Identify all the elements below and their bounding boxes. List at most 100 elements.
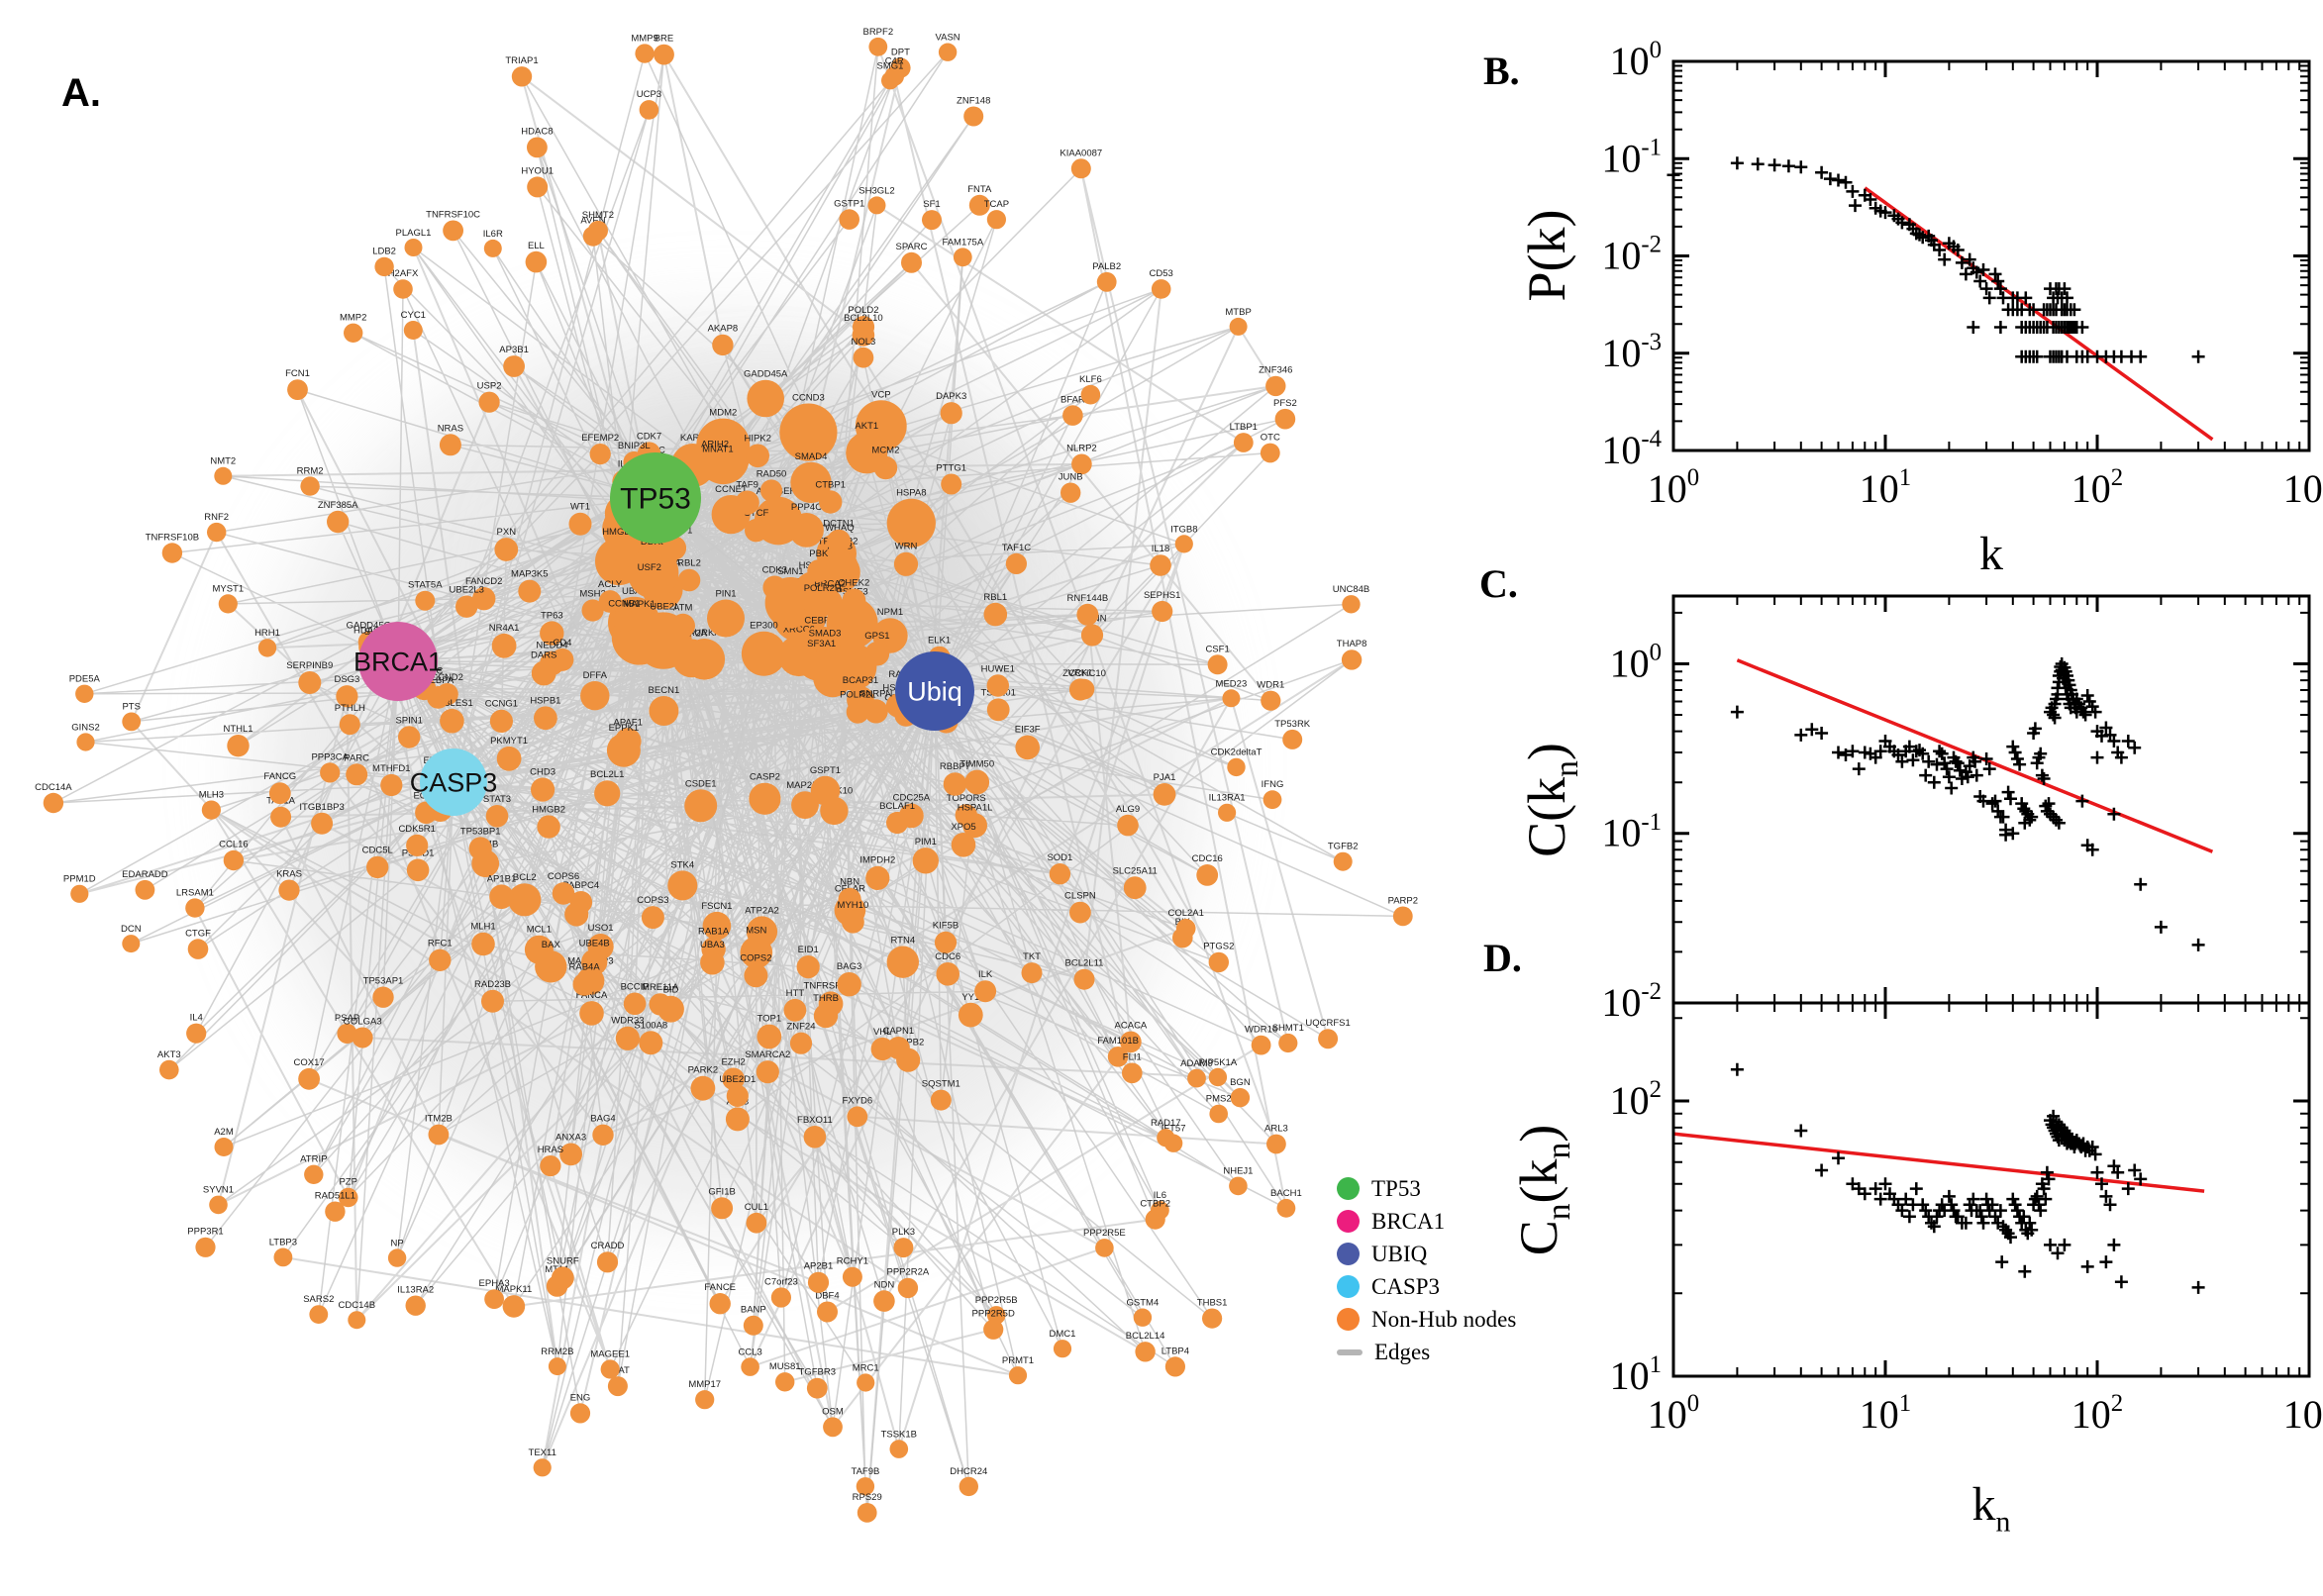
- network-node: [986, 674, 1009, 697]
- x-tick-label: 101: [1860, 1390, 1911, 1437]
- network-node-label: BRPF2: [862, 27, 893, 38]
- network-node: [1266, 1134, 1286, 1154]
- network-node: [842, 1266, 862, 1287]
- network-node-label: SEPHS1: [1144, 590, 1181, 601]
- legend-item-brca1: BRCA1: [1337, 1205, 1516, 1238]
- network-node-label: HRAS: [538, 1145, 563, 1155]
- network-node: [1123, 876, 1147, 900]
- network-node-label: MRE11A: [642, 982, 679, 993]
- network-node-label: CABLES1: [431, 698, 473, 709]
- network-node-label: ELL: [528, 241, 545, 251]
- network-node-label: BCL2L10: [844, 313, 883, 324]
- network-node: [1145, 1209, 1165, 1230]
- network-node-label: FANCE: [704, 1282, 736, 1293]
- network-node: [159, 1059, 179, 1080]
- network-node-label: PPP3CA: [311, 751, 349, 762]
- network-node-label: EZH2: [721, 1057, 745, 1068]
- network-node-label: FANCA: [576, 990, 608, 1001]
- edge-marker: [1337, 1348, 1363, 1355]
- network-node: [983, 602, 1008, 627]
- network-node: [218, 594, 238, 614]
- network-node: [338, 1187, 358, 1208]
- network-node-label: TNFRSF10D: [804, 980, 858, 991]
- network-node: [398, 726, 421, 748]
- legend-item-casp3: CASP3: [1337, 1270, 1516, 1303]
- y-axis-label: P(k): [1517, 210, 1576, 302]
- network-node: [471, 932, 495, 956]
- network-node-label: MAGEE1: [590, 1348, 630, 1359]
- network-node-label: NPM1: [877, 607, 903, 618]
- network-node: [552, 882, 575, 905]
- network-node-label: AP2B1: [804, 1261, 834, 1272]
- network-node: [372, 986, 394, 1008]
- network-node: [741, 631, 786, 676]
- network-node-label: TP53BP1: [460, 826, 501, 837]
- network-node-label: PPP2R5D: [972, 1309, 1015, 1320]
- network-node-label: EP300: [750, 621, 778, 632]
- network-node: [309, 1305, 329, 1324]
- network-node-label: FLI1: [1123, 1052, 1142, 1063]
- network-node: [483, 239, 502, 257]
- network-node: [327, 510, 350, 534]
- network-node: [817, 1301, 838, 1323]
- network-node-label: ATRIP: [300, 1154, 327, 1165]
- network-node-label: NRAS: [438, 423, 463, 434]
- x-axis-label: k: [1979, 528, 2003, 580]
- network-node-label: SMAD3: [809, 629, 842, 640]
- network-node: [725, 1107, 750, 1132]
- network-node: [756, 1060, 779, 1084]
- network-node: [901, 251, 922, 273]
- network-node-label: FSCN1: [701, 901, 732, 912]
- network-node: [775, 1372, 795, 1392]
- network-node-label: COPS2: [740, 952, 771, 963]
- network-node: [607, 1376, 628, 1397]
- network-node: [551, 1266, 574, 1290]
- network-edge-chords: [78, 46, 1353, 1513]
- network-node-label: DAPK3: [936, 391, 966, 402]
- network-node-label: DPT: [891, 47, 910, 57]
- network-node-label: FNTA: [967, 184, 992, 195]
- network-node: [707, 599, 745, 638]
- network-node-label: DHCR24: [950, 1466, 987, 1477]
- network-node: [779, 403, 838, 461]
- network-node-label: IL13RA2: [397, 1284, 434, 1295]
- network-node-label: FCN1: [285, 368, 310, 379]
- network-node: [415, 590, 436, 611]
- legend-label: BRCA1: [1371, 1208, 1446, 1234]
- x-tick-label: 100: [1648, 464, 1699, 511]
- network-node: [868, 37, 888, 56]
- network-node: [1095, 1239, 1114, 1257]
- y-tick-label: 10-1: [1601, 134, 1662, 180]
- network-node-label: SNRPN: [859, 688, 892, 699]
- network-node-label: TEX11: [529, 1447, 556, 1458]
- network-node-label: POLR2H: [804, 583, 842, 594]
- network-node-label: HMGB1: [602, 527, 636, 538]
- network-node-label: TOP1: [757, 1014, 781, 1025]
- network-node-label: NP: [390, 1238, 403, 1248]
- network-node: [580, 681, 610, 711]
- network-node: [936, 962, 960, 986]
- network-node-label: PLAGL1: [396, 228, 432, 239]
- network-node: [667, 870, 698, 901]
- network-node-label: SLC25A11: [1113, 865, 1158, 876]
- x-tick-label: 103: [2283, 464, 2323, 511]
- network-node-label: PJA1: [1154, 772, 1176, 783]
- network-node-label: MMP2: [340, 313, 366, 324]
- network-node: [789, 513, 824, 548]
- network-node: [300, 476, 320, 496]
- network-node: [518, 579, 542, 603]
- network-node: [1157, 1129, 1175, 1147]
- network-node: [986, 698, 1010, 722]
- network-node-label: TP63: [541, 610, 563, 621]
- hub-node-brca1: [358, 622, 438, 701]
- network-node-label: KRAS: [276, 869, 302, 880]
- network-node: [135, 879, 155, 900]
- network-node-label: PPP4C: [791, 502, 822, 513]
- network-node: [540, 1155, 561, 1177]
- legend-label: Non-Hub nodes: [1371, 1306, 1517, 1332]
- network-node: [930, 1089, 952, 1111]
- network-node: [525, 250, 548, 273]
- network-node-label: AVEN: [580, 215, 605, 226]
- network-node-label: S100A8: [634, 1020, 667, 1031]
